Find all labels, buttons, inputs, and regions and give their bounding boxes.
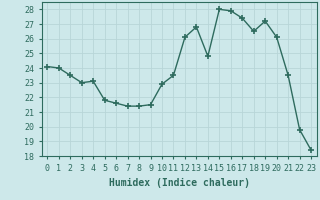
X-axis label: Humidex (Indice chaleur): Humidex (Indice chaleur) [109, 178, 250, 188]
